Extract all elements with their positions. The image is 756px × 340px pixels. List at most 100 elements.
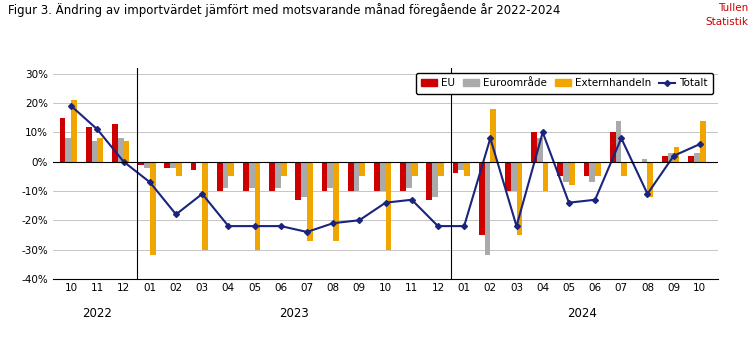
Bar	[280, 162, 287, 176]
Bar	[249, 162, 255, 188]
Bar	[662, 156, 668, 162]
Totalt	[538, 130, 547, 134]
Bar	[374, 162, 380, 191]
Totalt	[93, 128, 102, 132]
Bar	[615, 121, 621, 162]
Totalt	[590, 198, 600, 202]
Bar	[60, 118, 66, 162]
Bar	[642, 159, 647, 162]
Totalt	[669, 154, 678, 158]
Totalt	[696, 142, 705, 146]
Text: Tullen
Statistik: Tullen Statistik	[705, 3, 748, 27]
Bar	[66, 138, 71, 162]
Legend: EU, Euroområde, Externhandeln, Totalt: EU, Euroområde, Externhandeln, Totalt	[416, 73, 713, 94]
Bar	[228, 162, 234, 176]
Bar	[479, 162, 485, 235]
Totalt	[407, 198, 417, 202]
Bar	[327, 162, 333, 188]
Text: 2022: 2022	[82, 307, 113, 320]
Bar	[458, 162, 464, 170]
Totalt	[172, 212, 181, 217]
Bar	[296, 162, 301, 200]
Totalt	[67, 104, 76, 108]
Bar	[453, 162, 458, 173]
Text: Figur 3. Ändring av importvärdet jämfört med motsvarande månad föregående år 202: Figur 3. Ändring av importvärdet jämfört…	[8, 3, 560, 17]
Bar	[668, 153, 674, 162]
Bar	[380, 162, 386, 191]
Totalt	[381, 201, 390, 205]
Bar	[584, 162, 590, 176]
Totalt	[565, 201, 574, 205]
Bar	[86, 126, 91, 162]
Totalt	[145, 180, 154, 184]
Totalt	[197, 192, 206, 196]
Bar	[191, 162, 197, 170]
Bar	[170, 162, 176, 168]
Totalt	[355, 218, 364, 222]
Totalt	[460, 224, 469, 228]
Totalt	[486, 136, 495, 140]
Bar	[255, 162, 260, 250]
Bar	[217, 162, 223, 191]
Bar	[700, 121, 705, 162]
Totalt	[302, 230, 311, 234]
Bar	[400, 162, 406, 191]
Bar	[464, 162, 470, 176]
Bar	[202, 162, 208, 250]
Bar	[610, 132, 615, 162]
Bar	[531, 132, 537, 162]
Bar	[511, 162, 516, 191]
Line: Totalt: Totalt	[69, 104, 702, 234]
Bar	[301, 162, 307, 197]
Bar	[563, 162, 569, 182]
Bar	[491, 109, 496, 162]
Bar	[138, 162, 144, 165]
Bar	[595, 162, 601, 176]
Totalt	[119, 160, 129, 164]
Totalt	[276, 224, 285, 228]
Bar	[412, 162, 417, 176]
Bar	[485, 162, 491, 255]
Bar	[386, 162, 392, 250]
Bar	[543, 162, 548, 191]
Bar	[150, 162, 156, 255]
Totalt	[250, 224, 259, 228]
Totalt	[617, 136, 626, 140]
Bar	[689, 156, 694, 162]
Bar	[537, 138, 543, 162]
Bar	[307, 162, 313, 241]
Totalt	[433, 224, 442, 228]
Bar	[243, 162, 249, 191]
Bar	[426, 162, 432, 200]
Bar	[354, 162, 359, 191]
Bar	[569, 162, 575, 185]
Bar	[269, 162, 275, 191]
Bar	[71, 100, 77, 162]
Bar	[647, 162, 653, 197]
Bar	[505, 162, 511, 191]
Bar	[321, 162, 327, 191]
Bar	[557, 162, 563, 176]
Bar	[438, 162, 444, 176]
Bar	[621, 162, 627, 176]
Text: 2024: 2024	[567, 307, 597, 320]
Totalt	[224, 224, 233, 228]
Bar	[223, 162, 228, 188]
Bar	[406, 162, 412, 188]
Bar	[674, 147, 680, 162]
Bar	[694, 153, 700, 162]
Bar	[165, 162, 170, 168]
Bar	[124, 141, 129, 162]
Bar	[348, 162, 354, 191]
Bar	[432, 162, 438, 197]
Bar	[359, 162, 365, 176]
Bar	[275, 162, 280, 188]
Bar	[98, 138, 104, 162]
Bar	[590, 162, 595, 182]
Bar	[516, 162, 522, 235]
Bar	[333, 162, 339, 241]
Bar	[176, 162, 181, 176]
Bar	[144, 162, 150, 168]
Totalt	[512, 224, 521, 228]
Totalt	[643, 192, 652, 196]
